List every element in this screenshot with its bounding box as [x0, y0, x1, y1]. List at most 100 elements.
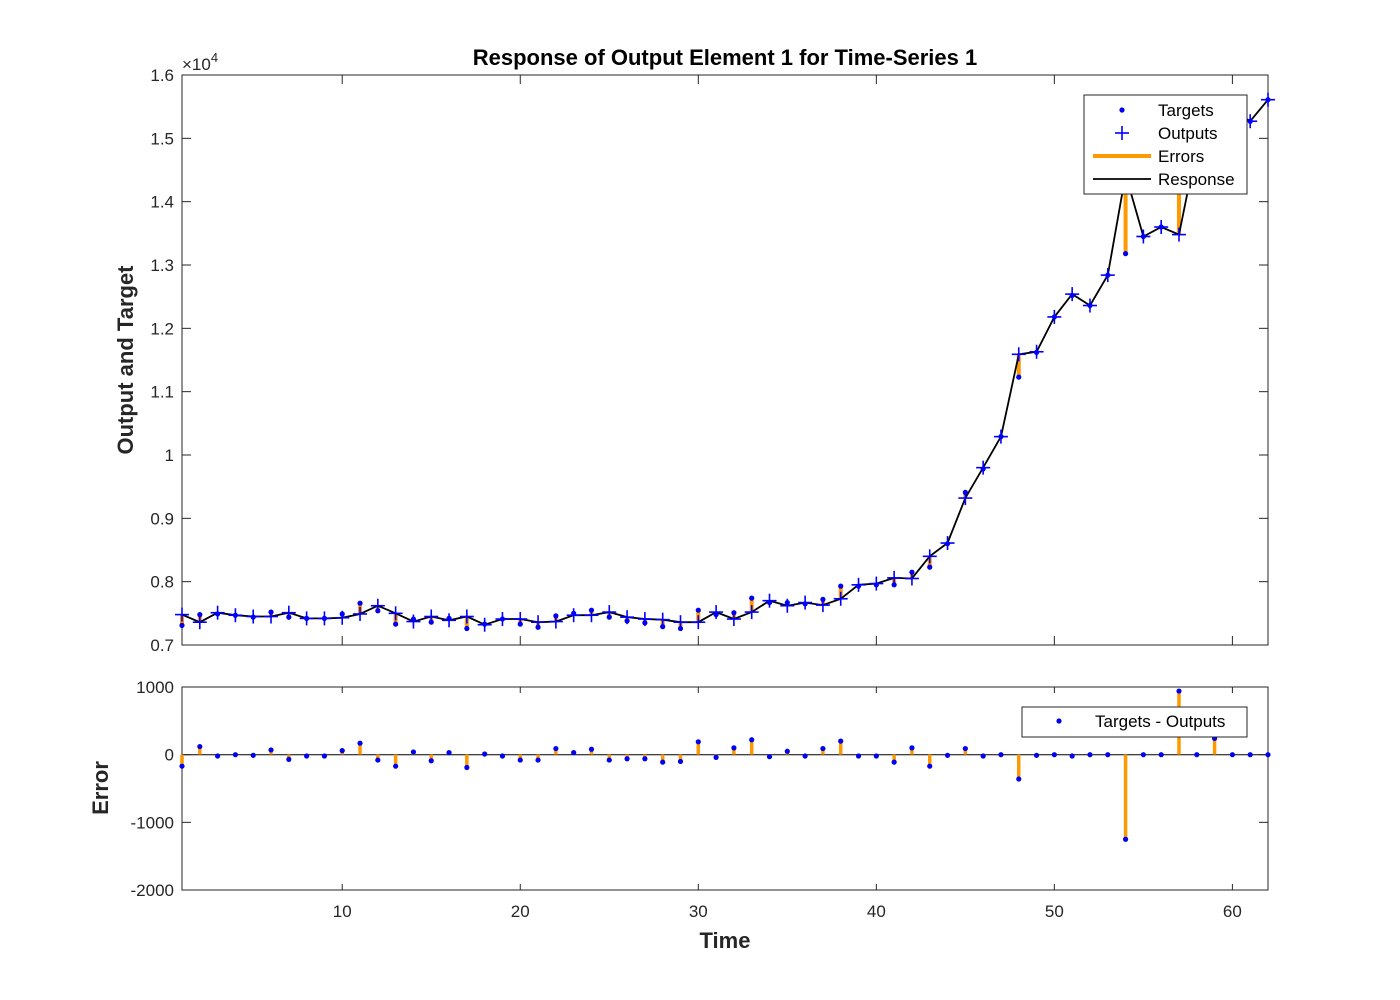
output-point — [602, 605, 617, 620]
error-point — [410, 749, 417, 755]
error-point — [873, 753, 879, 759]
top-legend-box — [1083, 94, 1248, 195]
output-point — [388, 606, 403, 621]
output-point — [192, 615, 207, 630]
error-point — [321, 753, 328, 759]
bottom-y-tick-label: 0 — [165, 746, 174, 765]
error-point — [215, 753, 221, 759]
x-tick-label: 50 — [1045, 902, 1064, 921]
error-point — [677, 758, 684, 765]
bottom-x-ticks: 10 20 30 40 50 60 — [333, 687, 1242, 921]
output-point — [370, 598, 385, 613]
error-point — [304, 753, 310, 759]
top-y-tick-label: 1.1 — [150, 383, 174, 402]
output-point — [851, 577, 866, 592]
output-point — [869, 576, 884, 591]
output-point — [691, 615, 706, 630]
legend-outputs-label: Outputs — [1158, 124, 1218, 143]
top-legend: Targets Outputs Errors Response — [1083, 94, 1248, 195]
error-point — [606, 757, 612, 763]
output-point — [976, 460, 991, 475]
error-point — [232, 752, 239, 758]
legend-errors-label: Errors — [1158, 147, 1204, 166]
error-point — [393, 763, 399, 769]
error-point — [802, 753, 808, 759]
error-points — [179, 688, 1271, 842]
error-point — [1265, 752, 1271, 758]
output-point — [940, 536, 955, 551]
output-point — [353, 606, 368, 621]
error-point — [731, 745, 737, 751]
target-point — [393, 621, 399, 627]
y-exponent-power: 4 — [211, 50, 218, 65]
legend-response-label: Response — [1158, 170, 1235, 189]
error-point — [428, 758, 434, 764]
output-point — [673, 615, 688, 630]
output-point — [566, 608, 581, 623]
output-point — [442, 613, 457, 628]
output-point — [958, 491, 973, 506]
error-point — [1140, 752, 1146, 758]
output-point — [513, 612, 528, 627]
error-point — [357, 740, 363, 746]
error-point — [927, 763, 933, 769]
target-point — [464, 625, 470, 632]
error-point — [944, 752, 951, 758]
target-point — [749, 595, 755, 601]
error-point — [749, 737, 755, 743]
error-point — [891, 759, 897, 765]
bottom-y-tick-label: -1000 — [131, 813, 174, 832]
output-point — [1082, 298, 1097, 313]
output-point — [210, 605, 225, 620]
output-point — [762, 593, 777, 608]
top-axes: 0.7 0.8 0.9 1 1.1 1.2 1.3 1.4 1.5 1.6 Response of… — [113, 45, 1275, 655]
output-point — [1154, 220, 1169, 234]
target-point — [1122, 251, 1129, 257]
output-point — [459, 609, 474, 624]
output-point — [1261, 92, 1275, 107]
error-point — [482, 751, 488, 757]
error-point — [1229, 752, 1235, 758]
error-point — [268, 747, 274, 753]
error-point — [553, 745, 559, 752]
output-point — [833, 591, 848, 606]
error-point — [660, 759, 666, 765]
target-point — [179, 622, 185, 628]
output-point — [531, 615, 546, 630]
output-point — [922, 549, 937, 564]
output-point — [815, 598, 830, 613]
output-point — [264, 609, 279, 624]
bottom-y-tick-label: -2000 — [131, 881, 174, 900]
output-point — [299, 611, 314, 626]
output-point — [228, 608, 243, 623]
legend-targets-label: Targets — [1158, 101, 1214, 120]
output-point — [1136, 229, 1151, 244]
legend-difference-marker — [1056, 718, 1062, 724]
error-point — [517, 757, 523, 763]
top-y-tick-label: 1 — [165, 446, 174, 465]
error-point — [286, 756, 292, 763]
bottom-y-tick-label: 1000 — [136, 678, 174, 697]
output-point — [477, 617, 492, 632]
output-point — [655, 612, 670, 627]
top-y-axis-title: Output and Target — [113, 265, 138, 455]
x-tick-label: 60 — [1223, 902, 1242, 921]
error-point — [838, 738, 844, 744]
error-point — [1069, 753, 1075, 759]
output-point — [637, 612, 652, 627]
output-point — [904, 571, 919, 586]
y-exponent-label: ×104 — [182, 50, 218, 74]
error-point — [695, 739, 701, 745]
error-point — [1033, 752, 1040, 758]
output-point — [495, 612, 510, 627]
error-point — [197, 743, 203, 750]
output-point — [1171, 227, 1186, 242]
error-point — [250, 752, 256, 758]
output-point — [424, 609, 439, 624]
output-point — [1011, 347, 1026, 362]
error-point — [642, 756, 648, 762]
top-y-tick-label: 1.2 — [150, 319, 174, 338]
output-point — [175, 607, 189, 622]
y-exponent-base: ×10 — [182, 55, 211, 74]
